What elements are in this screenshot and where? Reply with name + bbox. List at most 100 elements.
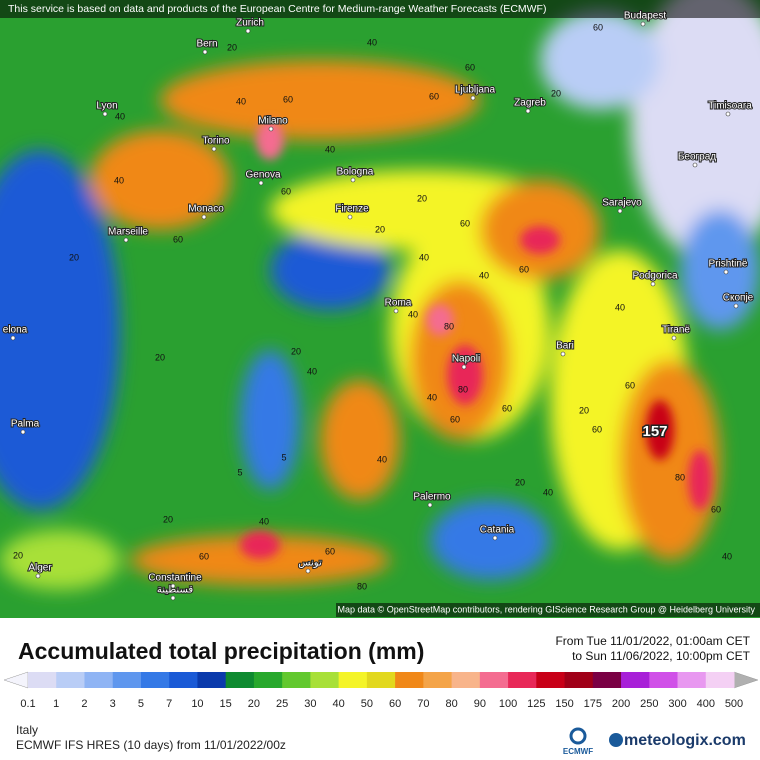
- city-label: Београд: [678, 152, 716, 163]
- legend-label: 20: [248, 698, 260, 710]
- legend-swatch: [592, 672, 622, 688]
- legend-label: 1: [53, 698, 59, 710]
- city-dot: [170, 583, 176, 589]
- legend-label: 25: [276, 698, 288, 710]
- legend-label: 250: [640, 698, 658, 710]
- city-dot: [350, 177, 356, 183]
- brand-logo: meteologix.com: [609, 732, 746, 749]
- legend-label: 40: [333, 698, 345, 710]
- city-dot: [640, 21, 646, 27]
- contour-label: 40: [479, 270, 489, 280]
- legend-swatch: [56, 672, 85, 688]
- contour-label: 20: [375, 224, 385, 234]
- contour-label: 80: [458, 384, 468, 394]
- contour-label: 60: [593, 22, 603, 32]
- legend-swatch: [479, 672, 509, 688]
- legend-label: 80: [445, 698, 457, 710]
- contour-label: 80: [675, 472, 685, 482]
- city-dot: [525, 108, 531, 114]
- city-label: Monaco: [188, 204, 224, 215]
- legend-swatch: [310, 672, 340, 688]
- legend-label: 125: [527, 698, 545, 710]
- city-label: Tiranë: [662, 325, 690, 336]
- contour-label: 20: [163, 514, 173, 524]
- city-label: Sarajevo: [602, 198, 642, 209]
- legend-swatch: [140, 672, 170, 688]
- contour-label: 60: [199, 551, 209, 561]
- city-dot: [102, 111, 108, 117]
- contour-label: 5: [237, 467, 242, 477]
- legend-swatch: [338, 672, 368, 688]
- city-label: elona: [3, 325, 28, 336]
- legend-swatch: [423, 672, 453, 688]
- banner: This service is based on data and produc…: [8, 3, 546, 15]
- contour-label: 80: [357, 581, 367, 591]
- legend-swatch: [677, 672, 707, 688]
- legend-swatch: [621, 672, 650, 688]
- contour-label: 40: [427, 392, 437, 402]
- contour-label: 60: [460, 218, 470, 228]
- city-label: Prishtinë: [709, 259, 748, 270]
- contour-label: 40: [722, 551, 732, 561]
- city-dot: [258, 180, 264, 186]
- legend-swatch: [649, 672, 679, 688]
- city-label: تونس: [298, 558, 322, 569]
- city-dot: [123, 237, 129, 243]
- ecmwf-text: ECMWF: [563, 747, 593, 756]
- city-dot: [470, 95, 476, 101]
- city-dot: [20, 429, 26, 435]
- city-dot: [305, 568, 311, 574]
- contour-label: 60: [502, 403, 512, 413]
- legend-swatch: [112, 672, 142, 688]
- contour-label: 40: [114, 175, 124, 185]
- contour-label: 60: [625, 380, 635, 390]
- city-dot: [202, 49, 208, 55]
- city-dot: [692, 162, 698, 168]
- city-label: Bologna: [337, 167, 374, 178]
- legend-label: 30: [304, 698, 316, 710]
- contour-label: 60: [711, 504, 721, 514]
- city-dot: [35, 573, 41, 579]
- city-label: Palermo: [413, 492, 451, 503]
- legend-swatch: [536, 672, 566, 688]
- legend-low-arrow: [3, 671, 29, 689]
- legend-label: 60: [389, 698, 401, 710]
- city-label: Lyon: [96, 101, 117, 112]
- contour-label: 60: [173, 234, 183, 244]
- contour-label: 20: [155, 352, 165, 362]
- legend-label: 175: [584, 698, 602, 710]
- legend-label: 50: [361, 698, 373, 710]
- legend-swatch: [508, 672, 537, 688]
- period-from: From Tue 11/01/2022, 01:00am CET: [555, 634, 750, 648]
- city-label: Marseille: [108, 227, 148, 238]
- city-label: Podgorica: [632, 271, 677, 282]
- contour-label: 20: [291, 346, 301, 356]
- legend-swatch: [84, 672, 114, 688]
- contour-label: 20: [579, 405, 589, 415]
- city-dot: [733, 303, 739, 309]
- city-label: Timisoara: [708, 101, 752, 112]
- contour-label: 80: [444, 321, 454, 331]
- city-label: Palma: [11, 419, 40, 430]
- legend-label: 400: [697, 698, 715, 710]
- contour-label: 60: [465, 62, 475, 72]
- legend-label: 7: [166, 698, 172, 710]
- contour-label: 40: [377, 454, 387, 464]
- legend-swatch: [253, 672, 283, 688]
- city-dot: [560, 351, 566, 357]
- city-label: Bari: [556, 341, 574, 352]
- precip-field: [0, 0, 760, 618]
- contour-label: 40: [259, 516, 269, 526]
- city-dot: [725, 111, 731, 117]
- city-label: Budapest: [624, 11, 666, 22]
- city-dot: [245, 28, 251, 34]
- legend-label: 150: [555, 698, 573, 710]
- contour-label: 40: [367, 37, 377, 47]
- legend-swatch: [395, 672, 424, 688]
- contour-label: 60: [450, 414, 460, 424]
- contour-label: 5: [281, 452, 286, 462]
- legend-swatch: [282, 672, 311, 688]
- contour-label: 60: [592, 424, 602, 434]
- legend-swatch: [225, 672, 255, 688]
